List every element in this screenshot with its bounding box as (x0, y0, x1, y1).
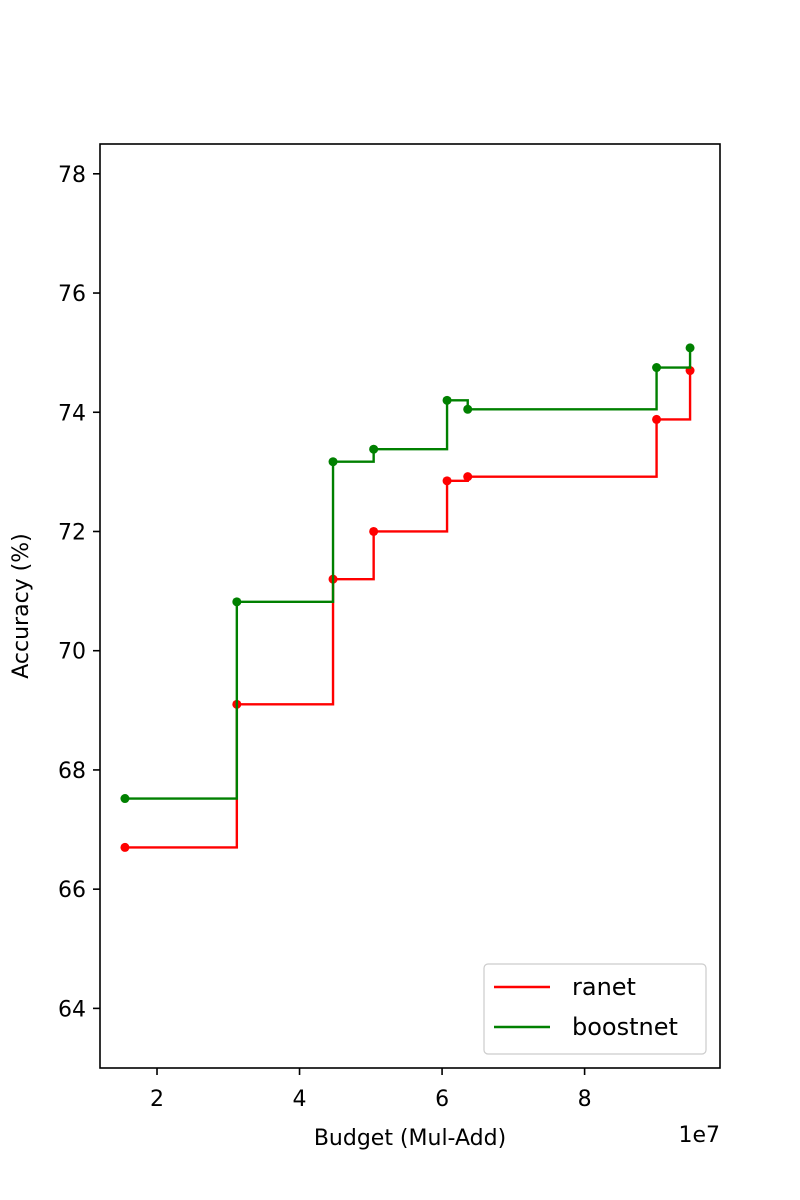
y-tick-label: 78 (58, 163, 86, 188)
y-tick-label: 64 (58, 997, 86, 1022)
y-axis-label: Accuracy (%) (9, 533, 34, 679)
x-axis-offset-label: 1e7 (678, 1123, 720, 1148)
series-line-ranet (124, 370, 692, 849)
data-point-boostnet (120, 794, 130, 804)
legend-label-ranet: ranet (572, 973, 636, 1001)
data-point-ranet (120, 842, 130, 852)
data-point-boostnet (652, 363, 662, 373)
series-line-boostnet (124, 347, 692, 800)
data-point-boostnet (685, 343, 695, 353)
data-point-ranet (463, 472, 473, 482)
data-point-boostnet (328, 457, 338, 467)
y-axis-ticks: 64 66 68 70 72 74 76 78 (58, 163, 100, 1022)
x-tick-label: 2 (150, 1087, 164, 1112)
legend-label-boostnet: boostnet (572, 1013, 678, 1041)
data-point-boostnet (442, 395, 452, 405)
x-tick-label: 8 (578, 1087, 592, 1112)
data-point-boostnet (232, 597, 242, 607)
series-layer (120, 343, 695, 852)
y-tick-label: 66 (58, 878, 86, 903)
data-point-ranet (442, 476, 452, 486)
plot-area (100, 144, 720, 1068)
x-axis-ticks: 2 4 6 8 (150, 1068, 592, 1112)
plot-frame (99, 143, 721, 1069)
y-tick-label: 74 (58, 401, 86, 426)
y-tick-label: 76 (58, 282, 86, 307)
data-point-boostnet (463, 404, 473, 414)
legend: ranet boostnet (483, 963, 707, 1055)
x-tick-label: 6 (435, 1087, 449, 1112)
data-point-boostnet (369, 444, 379, 454)
x-axis-label: Budget (Mul-Add) (314, 1126, 506, 1151)
y-tick-label: 72 (58, 520, 86, 545)
data-point-ranet (652, 414, 662, 424)
x-tick-label: 4 (293, 1087, 307, 1112)
y-tick-label: 70 (58, 640, 86, 665)
y-tick-label: 68 (58, 759, 86, 784)
data-point-ranet (369, 526, 379, 536)
